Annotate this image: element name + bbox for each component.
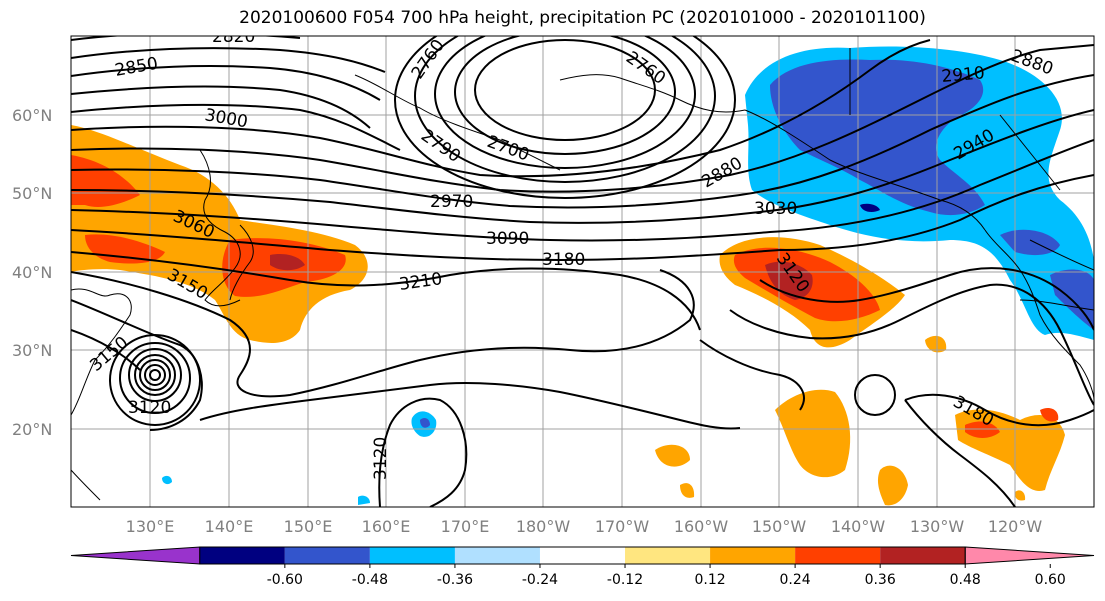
contour-label: 3090 [486, 229, 529, 249]
orange-shade-small-2 [877, 465, 908, 506]
colorbar-segment [625, 547, 711, 564]
contour-label: 3180 [542, 250, 585, 270]
map-border [70, 35, 1095, 508]
contour-label: 3120 [128, 398, 171, 418]
dark-red-shade-japan [270, 254, 305, 271]
orange-shade-small-3 [925, 335, 947, 353]
colorbar-extension-high [964, 546, 1095, 565]
colorbar-segment [710, 547, 796, 564]
dark-red-shade-pacific [765, 261, 813, 300]
colorbar-tick-label: 0.60 [1035, 572, 1066, 588]
small-closed-contour [854, 374, 896, 416]
lat-label: 60°N [12, 106, 52, 125]
dark-blue-shade-small [420, 417, 430, 428]
lon-label: 140°E [205, 517, 254, 536]
latitude-labels: 60°N 50°N 40°N 30°N 20°N [12, 106, 52, 439]
contour-label: 2910 [941, 63, 986, 87]
lat-label: 50°N [12, 184, 52, 203]
lat-label: 30°N [12, 341, 52, 360]
colorbar-outline [199, 546, 966, 565]
blue-shade-tiny [162, 475, 172, 485]
colorbar-segment [795, 547, 881, 564]
colorbar: -0.60 -0.48 -0.36 -0.24 -0.12 0.12 0.24 0.36 0.4… [70, 546, 1095, 588]
colorbar-segment [454, 547, 540, 564]
contour-label: 2820 [212, 27, 255, 47]
colorbar-extension-low [70, 546, 201, 565]
colorbar-segment [539, 547, 626, 564]
blue-shade-bottom [358, 495, 370, 505]
lon-label: 150°W [752, 517, 807, 536]
contour-label: 3030 [754, 199, 797, 219]
colorbar-tick-label: 0.48 [950, 572, 981, 588]
colorbar-tick-label: -0.24 [522, 572, 558, 588]
colorbar-segment [880, 547, 966, 564]
colorbar-tick-label: -0.36 [437, 572, 473, 588]
colorbar-tick-label: 0.12 [694, 572, 725, 588]
orange-shade-japan [71, 125, 368, 343]
colorbar-tick-label: -0.48 [352, 572, 388, 588]
orange-shade-south-1 [775, 389, 851, 478]
navy-shade-spot [860, 203, 880, 213]
longitude-labels: 130°E 140°E 150°E 160°E 170°E 180°W 170°… [126, 517, 1043, 536]
red-shade-south-3 [1040, 408, 1059, 422]
lon-label: 170°E [441, 517, 490, 536]
lon-label: 130°E [126, 517, 175, 536]
colorbar-segment [199, 547, 285, 564]
dark-blue-shade-alaska [770, 59, 985, 216]
contour-label: 2970 [430, 192, 473, 212]
lon-label: 170°W [595, 517, 650, 536]
red-shade-west-1 [71, 155, 140, 207]
red-shade-south-2 [965, 421, 1000, 438]
colorbar-tick-label: 0.36 [865, 572, 896, 588]
orange-shade-small-1 [655, 444, 690, 467]
lat-label: 20°N [12, 420, 52, 439]
contour-label: 3120 [371, 437, 391, 480]
lon-label: 120°W [988, 517, 1043, 536]
colorbar-segment [284, 547, 370, 564]
map-content: 2820 2850 2760 2760 2880 2910 3000 2790 … [71, 27, 1094, 507]
lon-label: 140°W [831, 517, 886, 536]
lon-label: 130°W [910, 517, 965, 536]
coastlines [71, 48, 1094, 501]
height-contours [71, 36, 1094, 507]
lon-label: 160°E [362, 517, 411, 536]
red-shade-west-2 [85, 234, 165, 264]
lat-label: 40°N [12, 263, 52, 282]
lon-label: 180°W [516, 517, 571, 536]
lon-label: 150°E [284, 517, 333, 536]
colorbar-tick-label: -0.60 [267, 572, 303, 588]
colorbar-tick-label: -0.12 [607, 572, 643, 588]
colorbar-segment [369, 547, 455, 564]
colorbar-tick-label: 0.24 [780, 572, 811, 588]
low-pressure-center [394, 36, 736, 199]
map-title: 2020100600 F054 700 hPa height, precipit… [239, 8, 926, 28]
orange-shade-small-5 [1014, 490, 1026, 501]
typhoon-contours [109, 334, 201, 426]
orange-shade-small-4 [680, 483, 695, 498]
lon-label: 160°W [674, 517, 729, 536]
